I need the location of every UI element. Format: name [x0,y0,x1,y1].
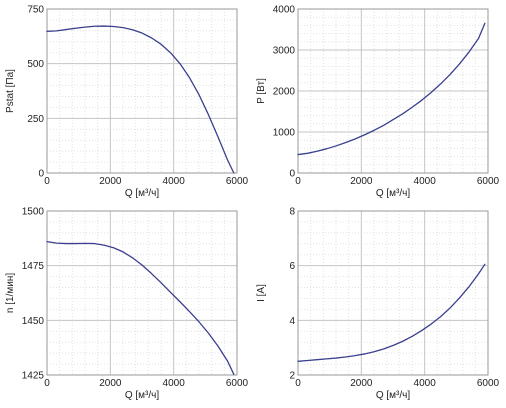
y-axis-label: n [1/мин] [5,273,16,313]
x-tick-label: 2000 [99,176,122,187]
series-line-1 [46,25,235,174]
y-tick-label: 2 [289,371,295,382]
plot-frame [297,8,489,174]
x-tick-label: 0 [295,176,301,187]
y-tick-label: 1475 [22,261,45,272]
y-tick-label: 1425 [22,371,45,382]
x-tick-label: 4000 [414,176,437,187]
plot-area [298,211,488,375]
y-tick-label: 1500 [22,207,45,218]
y-tick-label: 6 [289,261,295,272]
plot-frame [46,210,238,376]
x-axis-label: Q [м³/ч] [376,390,411,401]
y-tick-label: 3000 [273,46,296,57]
y-tick-label: 4000 [273,5,296,16]
x-tick-label: 2000 [350,176,373,187]
y-axis-label: P [Вт] [256,78,267,104]
y-tick-label: 1450 [22,316,45,327]
series-line-1 [297,22,486,156]
x-axis-label: Q [м³/ч] [125,390,160,401]
y-tick-label: 4 [289,316,295,327]
x-tick-label: 6000 [477,176,500,187]
y-tick-label: 2000 [273,87,296,98]
plot-frame [297,210,489,376]
x-tick-label: 2000 [350,378,373,389]
y-tick-label: 8 [289,207,295,218]
chart-panel-3: 0 2000 4000 6000 1425 1450 1475 1500 Q [м³/ч] n [… [5,207,249,402]
y-tick-label: 1000 [273,128,296,139]
x-tick-label: 6000 [477,378,500,389]
series-line-1 [297,263,486,362]
x-tick-label: 0 [295,378,301,389]
x-tick-label: 0 [44,176,50,187]
x-tick-label: 6000 [226,378,249,389]
x-tick-label: 2000 [99,378,122,389]
chart-panel-4: 0 2000 4000 6000 2 4 6 8 Q [м³/ч] I [A] [256,207,500,402]
y-tick-label: 250 [27,114,44,125]
x-tick-label: 4000 [163,378,186,389]
y-tick-label: 0 [289,169,295,180]
x-axis-label: Q [м³/ч] [376,188,411,199]
x-tick-label: 4000 [163,176,186,187]
chart-panel-1: 0 2000 4000 6000 0 250 500 750 Q [м³/ч] Pstat [Па… [5,5,249,200]
plot-area [47,9,237,173]
y-axis-label: I [A] [256,284,267,302]
y-axis-label: Pstat [Па] [5,69,16,113]
plot-frame [46,8,238,174]
x-tick-label: 6000 [226,176,249,187]
y-tick-label: 750 [27,5,44,16]
y-tick-label: 500 [27,59,44,70]
x-axis-label: Q [м³/ч] [125,188,160,199]
x-tick-label: 0 [44,378,50,389]
plot-area [47,211,237,375]
series-line-1 [46,240,235,375]
x-tick-label: 4000 [414,378,437,389]
y-tick-label: 0 [38,169,44,180]
